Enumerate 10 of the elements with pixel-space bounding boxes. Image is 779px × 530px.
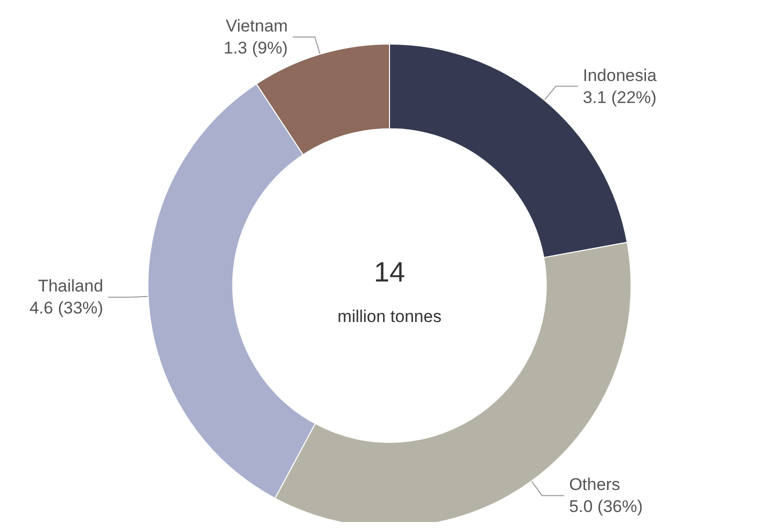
text: million tonnes [338, 307, 442, 326]
data-label: 5.0 (36%) [569, 497, 643, 516]
data-label: 1.3 (9%) [224, 38, 288, 58]
data-label: 4.6 (33%) [29, 298, 104, 318]
slice-label: Vietnam [226, 16, 288, 36]
slice-label: Indonesia [582, 66, 658, 85]
data-label: 3.1 (22%) [582, 88, 657, 107]
slice-label: Thailand [38, 276, 104, 296]
text: 14 [374, 256, 406, 288]
slice-label: Others [569, 475, 620, 494]
